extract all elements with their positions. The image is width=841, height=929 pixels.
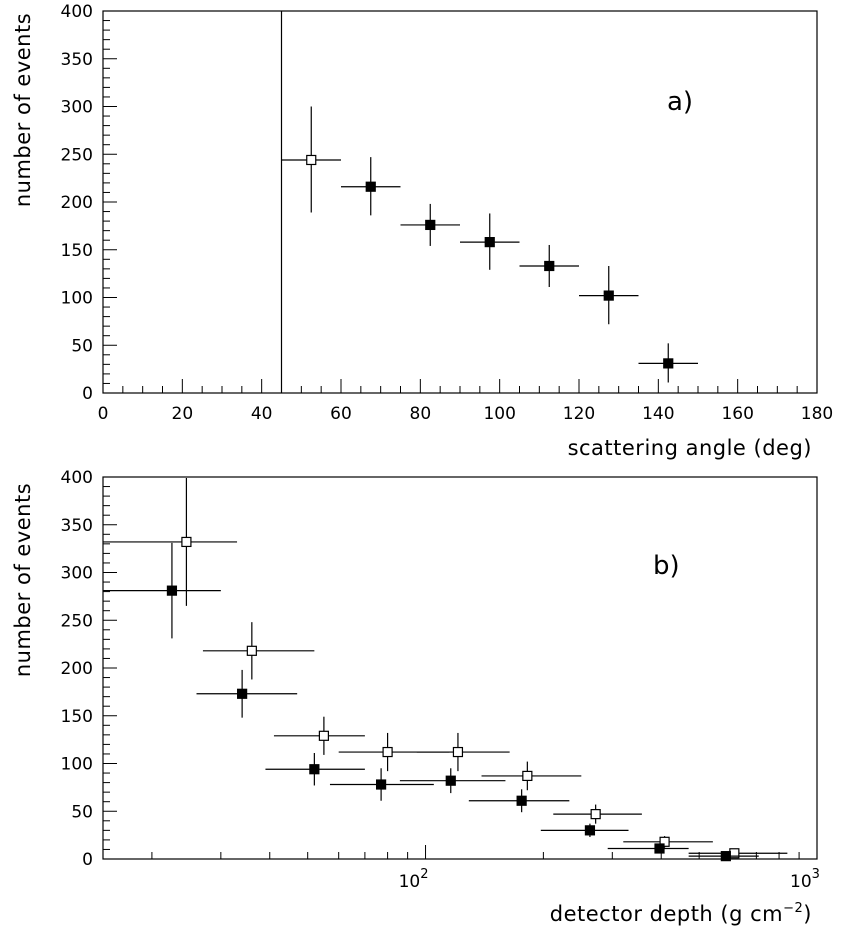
data-point-filled [638,343,698,383]
data-point-open [623,836,713,848]
y-tick-label: 0 [82,384,93,404]
filled-square-marker [237,688,248,699]
y-tick-label: 150 [61,241,93,261]
data-point-filled [103,542,221,639]
data-point-open [416,732,510,772]
panel-label-b: b) [653,551,680,581]
y-tick-label: 350 [61,516,93,536]
x-tick-label-base: 10 [399,872,421,892]
data-point-filled [460,213,520,270]
data-point-filled [341,157,401,216]
filled-square-marker [309,764,320,775]
open-square-marker [318,730,329,741]
x-tick-label: 100 [483,404,515,424]
open-square-marker [181,536,192,548]
y-axis-title-b: number of events [11,483,35,677]
data-point-open [103,477,238,606]
x-axis-title-b: detector depth (g cm−2) [550,901,812,926]
data-point-open [553,804,642,824]
data-marks-a [280,11,698,393]
x-tick-label: 103 [790,867,820,892]
filled-square-marker [544,260,555,272]
y-tick-label: 50 [71,802,93,822]
filled-square-marker [603,290,614,301]
y-tick-label: 0 [82,850,93,870]
y-tick-label: 300 [61,98,93,118]
filled-square-marker [365,181,376,192]
filled-square-marker [584,825,596,836]
panel-a-scattering-angle: 0 50 100 150 200 250 300 350 400 0 20 40 60 80 100 120 1… [11,2,833,460]
y-tick-label: 400 [61,2,93,22]
filled-square-marker [654,843,665,854]
y-tick-label: 150 [61,707,93,727]
x-tick-label: 120 [563,404,595,424]
data-point-filled [196,669,298,718]
y-tick-label: 350 [61,50,93,70]
y-tick-label: 250 [61,145,93,165]
open-square-marker [246,645,257,656]
panel-label-a: a) [667,87,693,117]
filled-square-marker [375,779,387,790]
data-point-open [273,716,365,755]
x-tick-label: 40 [251,404,273,424]
data-point-filled [265,752,365,786]
open-square-marker [452,746,464,758]
data-point-open [202,622,315,680]
data-point-filled [607,843,689,854]
data-point-open [481,761,582,791]
filled-square-marker [425,219,436,231]
open-square-marker [306,154,317,166]
plot-frame-b [102,476,818,860]
data-point-filled [468,789,570,813]
data-marks-b [103,477,788,862]
filled-square-marker [516,795,527,806]
x-axis-title-b-exponent: −2 [783,901,803,916]
x-tick-label: 0 [98,404,109,424]
y-axis-title-a: number of events [11,13,35,207]
plot-frame-a [102,10,818,394]
y-tick-label: 200 [61,659,93,679]
y-tick-label: 400 [61,468,93,488]
x-tick-label: 160 [721,404,753,424]
data-point-filled [579,265,639,325]
data-point-open [281,106,341,213]
y-tick-label: 250 [61,611,93,631]
data-point-filled [540,823,629,838]
x-tick-label-exponent: 2 [420,867,428,882]
open-square-marker [590,809,601,820]
y-tick-label: 200 [61,193,93,213]
x-axis-title-b-main: detector depth (g cm [550,902,783,926]
x-tick-label: 60 [330,404,352,424]
x-tick-label: 140 [642,404,674,424]
x-tick-label-exponent: 3 [812,867,820,882]
x-tick-label: 80 [410,404,432,424]
y-tick-label: 50 [71,336,93,356]
filled-square-marker [484,237,495,248]
data-point-filled [688,851,759,862]
x-tick-label: 20 [172,404,194,424]
filled-square-marker [166,585,178,596]
axes-a: 0 50 100 150 200 250 300 350 400 0 20 40 60 80 100 120 1… [61,2,834,424]
filled-square-marker [663,358,674,369]
x-tick-label: 180 [801,404,833,424]
open-square-marker [382,746,393,758]
filled-square-marker [720,851,731,862]
data-point-filled [329,768,434,801]
data-point-filled [519,244,579,287]
x-axis-title-a: scattering angle (deg) [568,436,812,460]
x-tick-label: 102 [399,867,429,892]
data-point-filled [400,203,460,246]
x-tick-label-base: 10 [790,872,812,892]
open-square-marker [522,770,533,782]
y-tick-label: 100 [61,289,93,309]
filled-square-marker [445,775,456,786]
data-point-filled [399,768,506,794]
x-axis-title-b-close: ) [803,902,812,926]
y-tick-label: 100 [61,755,93,775]
y-tick-label: 300 [61,564,93,584]
